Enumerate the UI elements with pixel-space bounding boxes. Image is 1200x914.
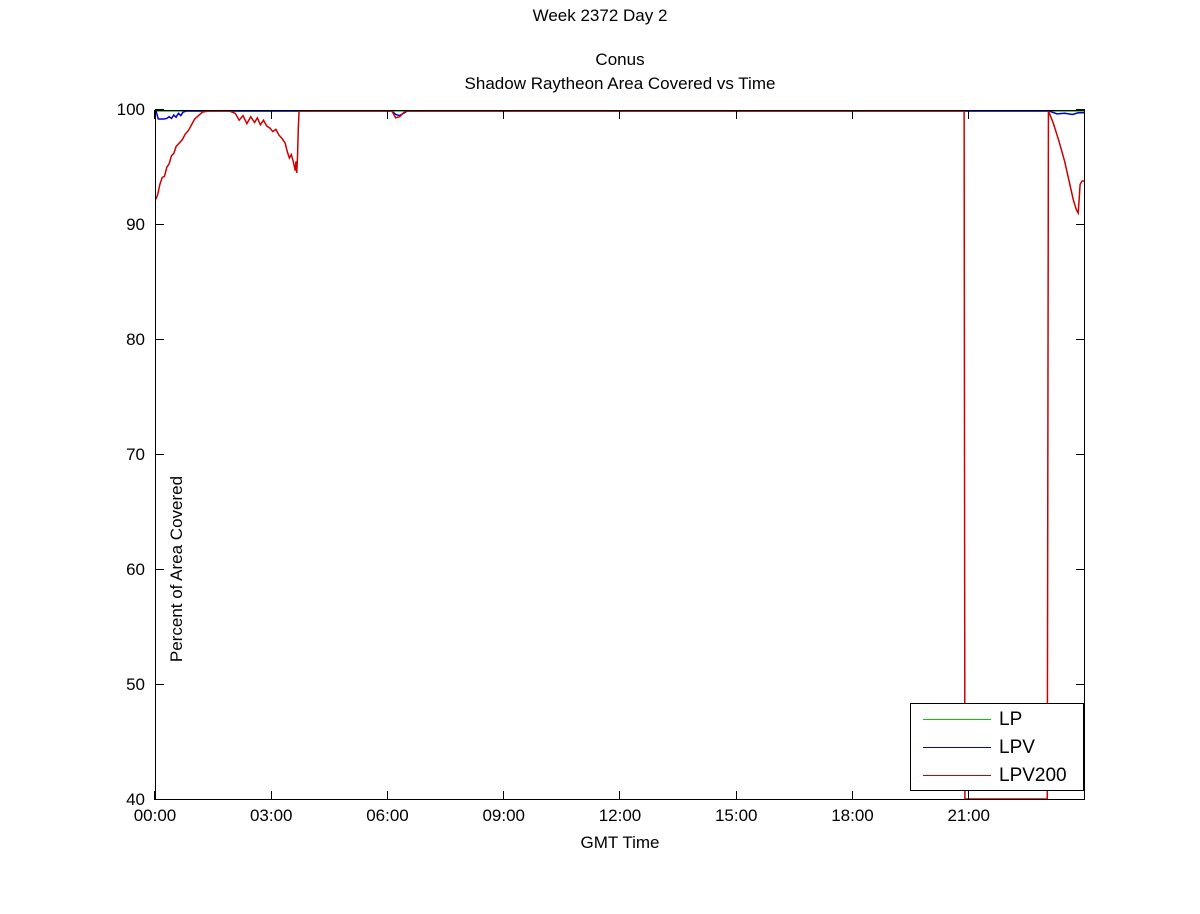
axes-title-line1: Conus [595, 50, 645, 69]
series-line-lpv [156, 111, 1084, 119]
y-tick-label-100: 100 [116, 100, 145, 119]
series-canvas [156, 111, 1084, 799]
legend-item-lpv200[interactable]: LPV200 [911, 762, 1085, 790]
y-tick-70 [155, 454, 164, 456]
y-tick-label-70: 70 [126, 445, 145, 464]
legend-swatch-lp [923, 719, 991, 720]
y-tick-40 [1076, 799, 1085, 801]
legend-item-lpv[interactable]: LPV [911, 734, 1085, 762]
series-line-lpv200 [156, 111, 1084, 799]
x-tick-label-21:00: 21:00 [947, 806, 991, 825]
y-tick-90 [155, 224, 164, 226]
x-tick-label-03:00: 03:00 [249, 806, 293, 825]
y-tick-80 [1076, 339, 1085, 341]
axes-title-line2: Shadow Raytheon Area Covered vs Time [464, 74, 776, 93]
y-tick-60 [155, 569, 164, 571]
legend-box: LP LPV LPV200 [910, 703, 1084, 791]
legend-swatch-lpv [923, 747, 991, 748]
x-tick-09:00 [503, 110, 504, 119]
y-tick-label-80: 80 [126, 330, 145, 349]
legend-swatch-lpv200 [923, 775, 991, 776]
x-tick-label-09:00: 09:00 [482, 806, 526, 825]
x-axis-title: GMT Time [580, 833, 660, 852]
y-tick-label-90: 90 [126, 215, 145, 234]
y-tick-100 [1076, 109, 1085, 111]
x-tick-label-18:00: 18:00 [831, 806, 874, 825]
y-axis-title: Percent of Area Covered [167, 475, 186, 663]
x-tick-12:00 [619, 791, 621, 800]
legend-label-lpv200: LPV200 [999, 765, 1067, 786]
x-tick-06:00 [386, 791, 388, 800]
y-tick-40 [155, 799, 164, 801]
y-tick-60 [1076, 569, 1085, 571]
y-tick-70 [1076, 454, 1085, 456]
x-tick-15:00 [735, 110, 737, 119]
y-tick-80 [155, 339, 164, 341]
x-tick-label-15:00: 15:00 [714, 806, 758, 825]
x-tick-09:00 [503, 791, 504, 800]
legend-label-lp: LP [999, 709, 1023, 730]
x-tick-label-12:00: 12:00 [598, 806, 642, 825]
axes-title: Conus Shadow Raytheon Area Covered vs Ti… [155, 48, 1085, 96]
x-tick-21:00 [968, 791, 969, 800]
y-tick-100 [155, 109, 164, 111]
x-tick-00:00 [154, 791, 156, 800]
x-tick-label-06:00: 06:00 [366, 806, 409, 825]
x-tick-label-00:00: 00:00 [133, 806, 177, 825]
y-axis-title-wrap: Percent of Area Covered [92, 110, 186, 800]
plot-area [155, 110, 1085, 800]
figure-suptitle: Week 2372 Day 2 [532, 6, 668, 25]
y-tick-50 [1076, 684, 1085, 686]
x-tick-21:00 [968, 110, 969, 119]
x-tick-06:00 [386, 110, 388, 119]
x-tick-18:00 [851, 110, 853, 119]
y-tick-label-60: 60 [126, 560, 145, 579]
y-tick-label-40: 40 [126, 790, 145, 809]
legend-item-lp[interactable]: LP [911, 706, 1085, 734]
x-tick-15:00 [735, 791, 737, 800]
x-tick-12:00 [619, 110, 621, 119]
x-tick-18:00 [851, 791, 853, 800]
y-tick-90 [1076, 224, 1085, 226]
legend-label-lpv: LPV [999, 737, 1035, 758]
x-tick-03:00 [270, 110, 272, 119]
x-tick-00:00 [154, 110, 156, 119]
x-tick-03:00 [270, 791, 272, 800]
y-tick-50 [155, 684, 164, 686]
y-tick-label-50: 50 [126, 675, 145, 694]
